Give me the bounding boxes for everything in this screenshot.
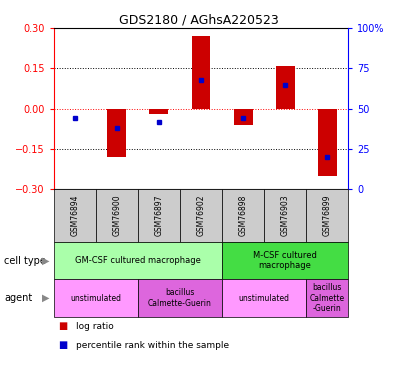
Text: unstimulated: unstimulated xyxy=(239,294,290,303)
Bar xyxy=(276,66,295,109)
Bar xyxy=(138,279,222,317)
Bar xyxy=(191,36,211,109)
Text: percentile rank within the sample: percentile rank within the sample xyxy=(76,340,229,350)
Text: bacillus
Calmette-Guerin: bacillus Calmette-Guerin xyxy=(148,288,212,308)
Text: GSM76900: GSM76900 xyxy=(112,195,121,237)
Text: ▶: ▶ xyxy=(42,293,49,303)
Bar xyxy=(306,279,348,317)
Text: GSM76897: GSM76897 xyxy=(154,195,164,236)
Text: agent: agent xyxy=(4,293,32,303)
Bar xyxy=(234,109,252,125)
Text: ■: ■ xyxy=(58,321,67,331)
Bar xyxy=(54,189,96,242)
Text: bacillus
Calmette
-Guerin: bacillus Calmette -Guerin xyxy=(310,283,345,313)
Text: GDS2180 / AGhsA220523: GDS2180 / AGhsA220523 xyxy=(119,13,279,26)
Text: log ratio: log ratio xyxy=(76,322,113,331)
Text: cell type: cell type xyxy=(4,256,46,266)
Text: GSM76899: GSM76899 xyxy=(323,195,332,236)
Bar xyxy=(149,109,168,114)
Bar xyxy=(107,109,126,157)
Bar xyxy=(54,279,138,317)
Bar xyxy=(54,242,222,279)
Bar xyxy=(222,279,306,317)
Bar xyxy=(264,189,306,242)
Text: GSM76903: GSM76903 xyxy=(281,195,290,237)
Bar xyxy=(222,189,264,242)
Text: ■: ■ xyxy=(58,340,67,350)
Bar xyxy=(96,189,138,242)
Text: unstimulated: unstimulated xyxy=(70,294,121,303)
Text: GSM76902: GSM76902 xyxy=(197,195,205,236)
Bar xyxy=(318,109,337,176)
Text: GSM76894: GSM76894 xyxy=(70,195,79,236)
Bar xyxy=(222,242,348,279)
Text: M-CSF cultured
macrophage: M-CSF cultured macrophage xyxy=(253,251,317,270)
Text: GSM76898: GSM76898 xyxy=(238,195,248,236)
Bar xyxy=(306,189,348,242)
Text: GM-CSF cultured macrophage: GM-CSF cultured macrophage xyxy=(75,256,201,265)
Bar xyxy=(180,189,222,242)
Text: ▶: ▶ xyxy=(42,256,49,266)
Bar xyxy=(138,189,180,242)
